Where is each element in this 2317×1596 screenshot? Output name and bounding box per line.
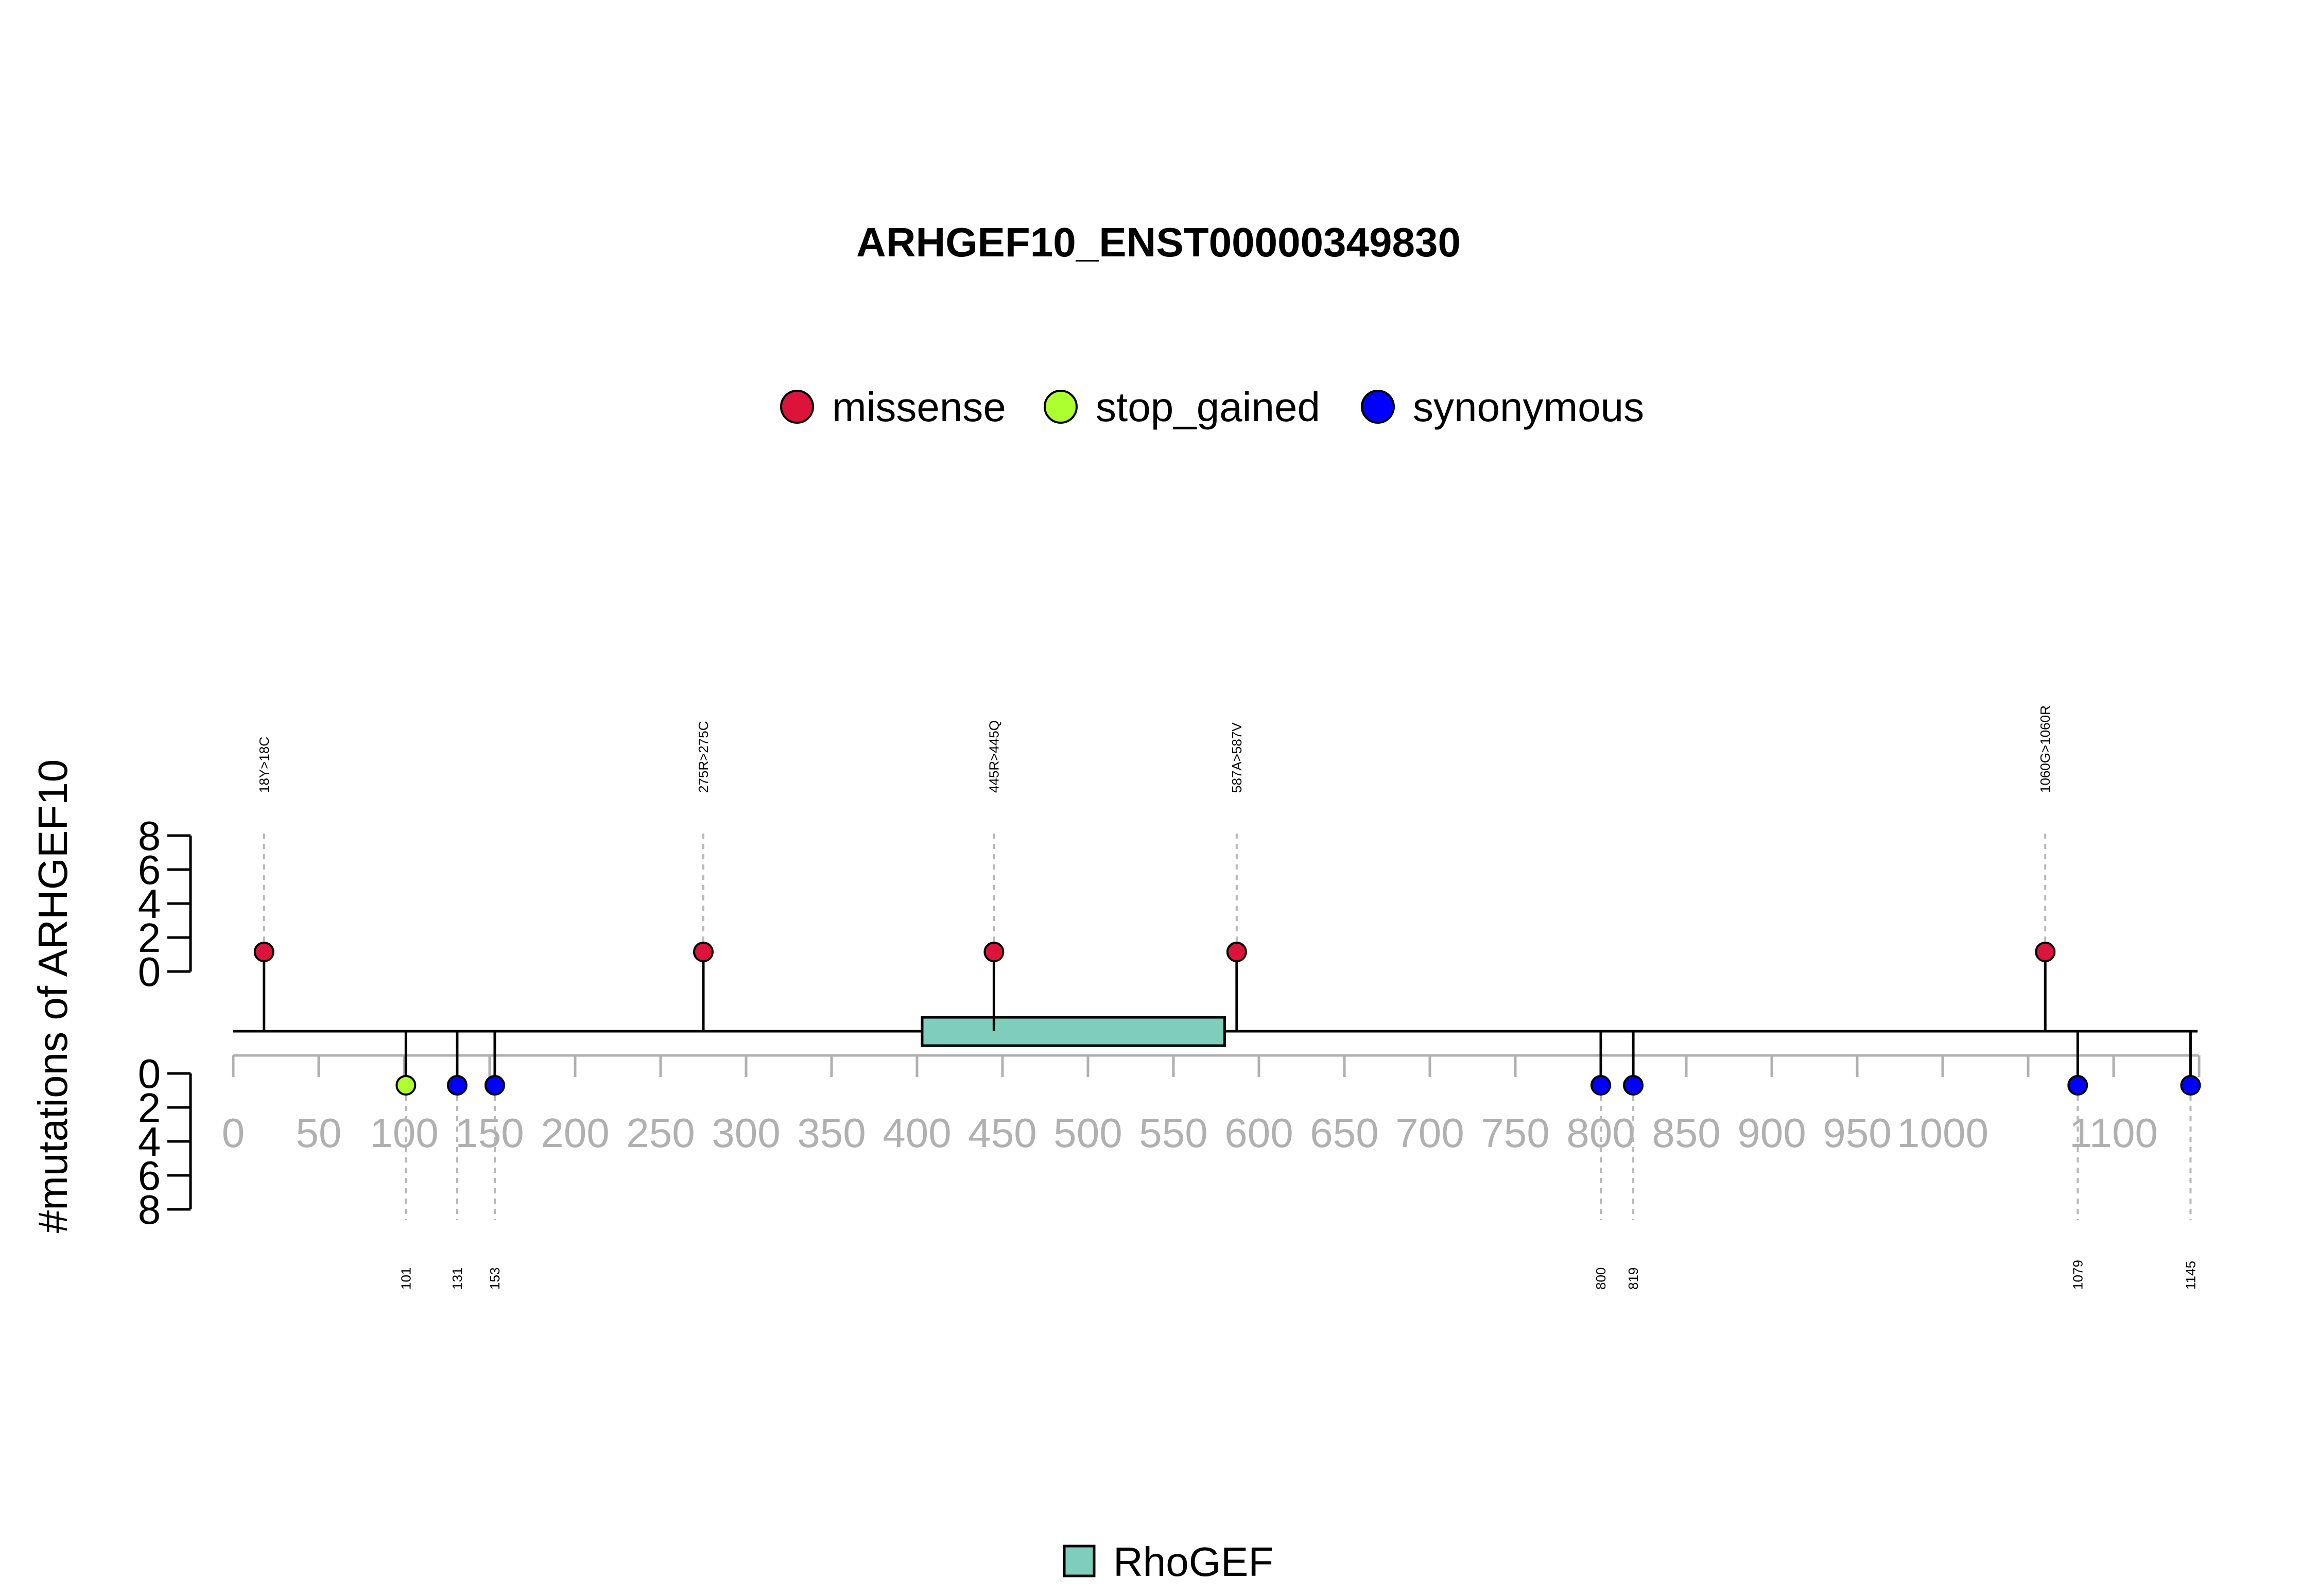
domain-layer <box>921 1016 1226 1047</box>
mutation-label: 1060G>1060R <box>2037 705 2053 793</box>
lollipop-bottom: 800 <box>1590 1031 1611 1290</box>
lollipop-head-missense <box>983 942 1005 962</box>
y-axis-label: #mutations of ARHGEF10 <box>30 759 76 1233</box>
mutation-type-legend: missense stop_gained synonymous <box>780 384 1644 430</box>
lollipop-top: 275R>275C <box>693 721 714 1031</box>
x-tick-label: 500 <box>1053 1110 1122 1156</box>
lollipop-head-stop_gained <box>395 1075 417 1096</box>
lollipop-top: 1060G>1060R <box>2035 705 2056 1031</box>
top-lollipops: 18Y>18C 275R>275C 445R>445Q 587A>587V 1060G>… <box>253 705 2056 1031</box>
domain-legend: RhoGEF <box>1063 1539 1273 1585</box>
y-tick-label-top: 2 <box>138 915 161 961</box>
legend-item-missense: missense <box>780 384 1006 430</box>
legend-item-synonymous: synonymous <box>1361 384 1644 430</box>
lollipop-bottom: 131 <box>446 1031 468 1290</box>
x-tick-label: 1100 <box>2069 1110 2158 1156</box>
legend-label-stop_gained: stop_gained <box>1096 384 1320 430</box>
position-label: 101 <box>398 1268 413 1290</box>
x-tick-label: 250 <box>626 1110 695 1156</box>
lollipop-head-missense <box>1226 942 1247 962</box>
position-label: 800 <box>1593 1268 1609 1290</box>
legend-item-stop_gained: stop_gained <box>1044 384 1320 430</box>
x-tick-label: 950 <box>1823 1110 1891 1156</box>
position-label: 819 <box>1626 1268 1641 1290</box>
x-tick-label: 900 <box>1737 1110 1806 1156</box>
position-label: 131 <box>449 1268 465 1290</box>
y-tick-label-bottom: 0 <box>138 1051 161 1097</box>
x-tick-label: 1000 <box>1897 1110 1989 1156</box>
mutation-label: 587A>587V <box>1229 722 1244 793</box>
y-tick-label-bottom: 2 <box>138 1085 161 1131</box>
lollipop-head-synonymous <box>1590 1075 1611 1096</box>
lollipop-bottom: 153 <box>484 1031 505 1290</box>
legend-label-synonymous: synonymous <box>1413 384 1644 430</box>
x-tick-label: 400 <box>883 1110 951 1156</box>
lollipop-top: 587A>587V <box>1226 722 1247 1031</box>
mutation-label: 18Y>18C <box>256 737 272 793</box>
domain-legend-label: RhoGEF <box>1113 1539 1273 1585</box>
legend-swatch-stop_gained <box>1044 390 1078 424</box>
chart-title: ARHGEF10_ENST00000349830 <box>856 219 1461 265</box>
y-tick-label-top: 6 <box>138 847 161 893</box>
x-tick-label: 200 <box>541 1110 609 1156</box>
y-tick-label-bottom: 4 <box>138 1119 161 1165</box>
x-tick-label: 50 <box>296 1110 342 1156</box>
y-tick-label-bottom: 6 <box>138 1153 161 1199</box>
lollipop-head-missense <box>253 942 274 962</box>
domain-RhoGEF <box>921 1016 1226 1047</box>
x-tick-label: 550 <box>1139 1110 1207 1156</box>
x-tick-label: 750 <box>1481 1110 1549 1156</box>
legend-swatch-missense <box>780 390 814 424</box>
y-tick-label-top: 8 <box>138 813 161 859</box>
x-tick-label: 300 <box>712 1110 780 1156</box>
y-tick-label-bottom: 8 <box>138 1187 161 1233</box>
lollipop-head-synonymous <box>1623 1075 1644 1096</box>
x-tick-label: 650 <box>1310 1110 1378 1156</box>
lollipop-top: 18Y>18C <box>253 737 274 1031</box>
x-tick-label: 850 <box>1652 1110 1720 1156</box>
x-tick-label: 100 <box>370 1110 438 1156</box>
lollipop-head-missense <box>2035 942 2056 962</box>
bottom-lollipops: 101 131 153 800 819 1079 1145 <box>395 1031 2201 1290</box>
lollipop-head-synonymous <box>446 1075 468 1096</box>
position-label: 1145 <box>2183 1261 2198 1290</box>
lollipop-top: 445R>445Q <box>983 720 1005 1031</box>
lollipop-bottom: 1145 <box>2180 1031 2201 1290</box>
lollipop-head-synonymous <box>2180 1075 2201 1096</box>
lollipop-bottom: 101 <box>395 1031 417 1290</box>
domain-legend-item: RhoGEF <box>1063 1539 1273 1585</box>
x-tick-label: 450 <box>968 1110 1036 1156</box>
x-tick-label: 700 <box>1395 1110 1464 1156</box>
lollipop-bottom: 1079 <box>2067 1031 2088 1290</box>
mutation-label: 445R>445Q <box>986 720 1001 793</box>
position-label: 1079 <box>2070 1260 2085 1290</box>
lollipop-head-synonymous <box>2067 1075 2088 1096</box>
lollipop-bottom: 819 <box>1623 1031 1644 1290</box>
lollipop-head-missense <box>693 942 714 962</box>
domain-legend-swatch <box>1063 1545 1096 1577</box>
mutation-label: 275R>275C <box>696 721 711 793</box>
lollipop-head-synonymous <box>484 1075 505 1096</box>
y-tick-label-top: 4 <box>138 881 161 927</box>
legend-swatch-synonymous <box>1361 390 1395 424</box>
position-label: 153 <box>487 1268 503 1290</box>
x-tick-label: 600 <box>1224 1110 1293 1156</box>
x-axis: 0 50 100 150 200 250 300 350 400 450 500 550 600 650 7… <box>222 1054 2201 1156</box>
x-tick-label: 0 <box>222 1110 245 1156</box>
y-tick-label-top: 0 <box>138 949 161 995</box>
x-tick-label: 350 <box>797 1110 866 1156</box>
x-tick-label: 150 <box>455 1110 524 1156</box>
legend-label-missense: missense <box>832 384 1006 430</box>
